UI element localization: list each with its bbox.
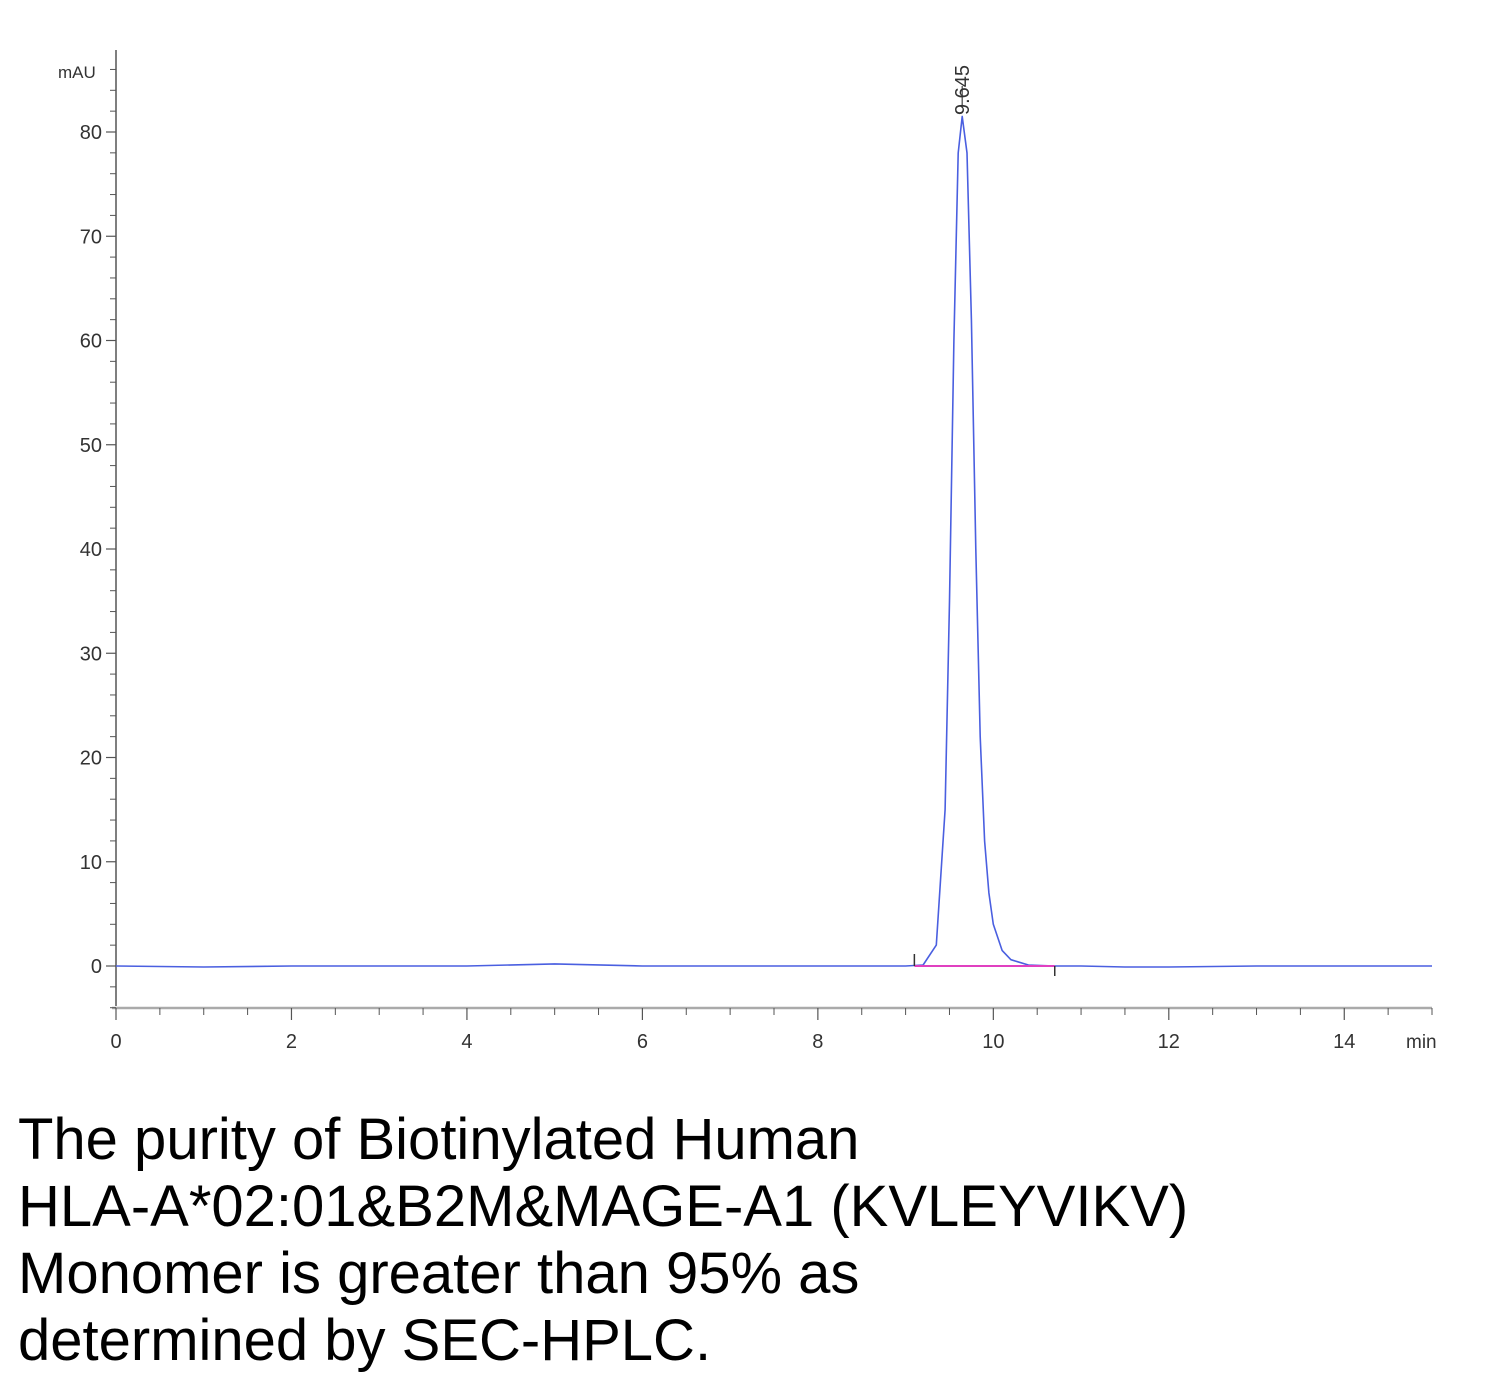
caption-line-2: HLA-A*02:01&B2M&MAGE-A1 (KVLEYVIKV) — [18, 1174, 1189, 1239]
y-tick-label: 0 — [91, 956, 102, 978]
figure-caption: The purity of Biotinylated Human HLA-A*0… — [18, 1106, 1478, 1374]
x-tick-label: 10 — [982, 1031, 1004, 1053]
y-tick-label: 30 — [80, 643, 102, 665]
x-tick-label: 14 — [1333, 1031, 1355, 1053]
axes — [112, 50, 1432, 1010]
x-axis-label: min — [1406, 1032, 1437, 1053]
tick-marks — [106, 68, 1433, 1020]
y-tick-label: 10 — [80, 852, 102, 874]
y-tick-label: 80 — [80, 122, 102, 144]
y-tick-label: 60 — [80, 331, 102, 353]
caption-line-4: determined by SEC-HPLC. — [18, 1308, 712, 1373]
x-tick-label: 6 — [637, 1031, 648, 1053]
y-axis-label: mAU — [58, 63, 96, 82]
x-tick-label: 4 — [461, 1031, 472, 1053]
series-traces — [115, 115, 1432, 968]
tick-labels: 0 10 20 30 40 50 60 70 80 mAU 0 2 4 6 8 10 12 14 min — [58, 63, 1437, 1053]
caption-line-1: The purity of Biotinylated Human — [18, 1107, 860, 1172]
y-tick-label: 40 — [80, 539, 102, 561]
annotations: 9.645 — [913, 65, 1056, 976]
x-tick-label: 8 — [812, 1031, 823, 1053]
caption-line-3: Monomer is greater than 95% as — [18, 1241, 860, 1306]
x-tick-label: 2 — [286, 1031, 297, 1053]
chromatogram-trace — [115, 115, 1432, 968]
y-tick-label: 20 — [80, 748, 102, 770]
peak-label: 9.645 — [952, 65, 974, 115]
chromatogram-chart: 0 10 20 30 40 50 60 70 80 mAU 0 2 4 6 8 10 12 14 min 9.645 — [58, 50, 1437, 1053]
y-tick-label: 50 — [80, 435, 102, 457]
x-tick-label: 12 — [1158, 1031, 1180, 1053]
x-tick-label: 0 — [110, 1031, 121, 1053]
y-tick-label: 70 — [80, 226, 102, 248]
